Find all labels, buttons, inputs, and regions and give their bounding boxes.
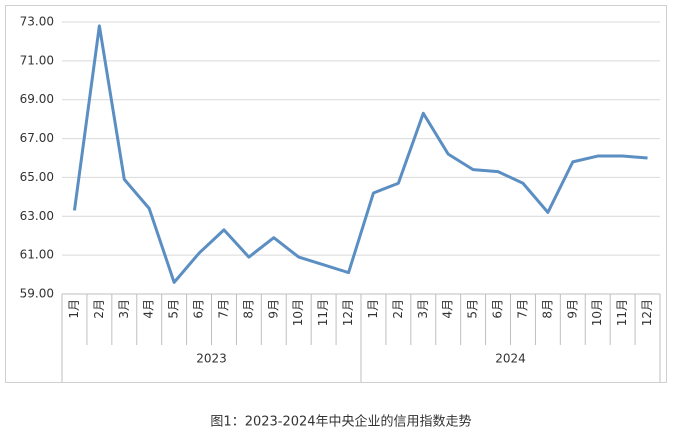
y-tick-label: 71.00 <box>20 53 54 67</box>
x-tick-label: 7月 <box>216 299 230 319</box>
y-tick-label: 61.00 <box>20 248 54 262</box>
y-tick-label: 73.00 <box>20 15 54 29</box>
x-tick-label: 12月 <box>341 299 355 326</box>
x-tick-label: 6月 <box>192 299 206 319</box>
x-tick-label: 6月 <box>491 299 505 319</box>
x-tick-label: 9月 <box>565 299 579 319</box>
y-tick-label: 63.00 <box>20 209 54 223</box>
y-tick-label: 67.00 <box>20 131 54 145</box>
y-tick-label: 59.00 <box>20 287 54 301</box>
data-line <box>72 24 648 284</box>
y-tick-label: 65.00 <box>20 170 54 184</box>
x-tick-label: 1月 <box>67 299 81 319</box>
x-tick-label: 8月 <box>540 299 554 319</box>
x-tick-label: 7月 <box>515 299 529 319</box>
caption: 图1：2023-2024年中央企业的信用指数走势 <box>210 414 471 430</box>
x-tick-label: 2月 <box>92 299 106 319</box>
x-tick-label: 1月 <box>366 299 380 319</box>
group-label: 2024 <box>495 352 526 366</box>
x-tick-label: 4月 <box>441 299 455 319</box>
group-label: 2023 <box>196 352 227 366</box>
y-tick-label: 69.00 <box>20 92 54 106</box>
x-tick-label: 4月 <box>142 299 156 319</box>
x-tick-label: 10月 <box>590 299 604 326</box>
x-tick-label: 11月 <box>615 299 629 326</box>
x-tick-label: 9月 <box>266 299 280 319</box>
x-tick-label: 3月 <box>117 299 131 319</box>
x-tick-label: 10月 <box>291 299 305 326</box>
x-tick-label: 5月 <box>466 299 480 319</box>
x-tick-label: 8月 <box>241 299 255 319</box>
x-tick-label: 11月 <box>316 299 330 326</box>
x-tick-label: 5月 <box>167 299 181 319</box>
x-tick-label: 12月 <box>640 299 654 326</box>
x-tick-label: 2月 <box>391 299 405 319</box>
chart-border <box>5 5 667 383</box>
x-tick-label: 3月 <box>416 299 430 319</box>
